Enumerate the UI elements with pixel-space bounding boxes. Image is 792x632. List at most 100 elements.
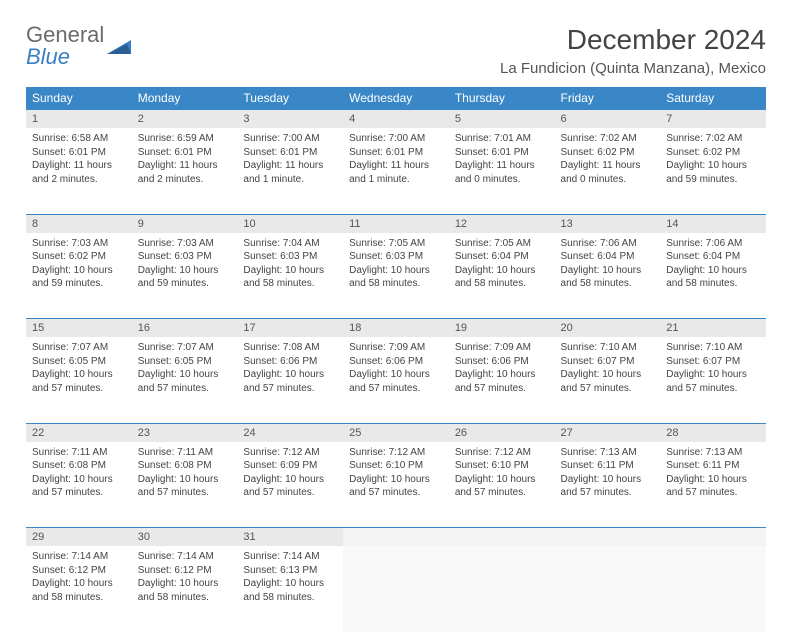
daylight-text: Daylight: 10 hours and 57 minutes. [349,368,443,395]
sunset-text: Sunset: 6:01 PM [32,146,126,160]
sunrise-text: Sunrise: 7:12 AM [349,446,443,460]
day-number-cell: 19 [449,319,555,338]
day-number-cell: 27 [555,423,661,442]
day-content-cell: Sunrise: 7:01 AMSunset: 6:01 PMDaylight:… [449,128,555,214]
day-number-cell: 29 [26,528,132,547]
day-content-cell: Sunrise: 7:09 AMSunset: 6:06 PMDaylight:… [343,337,449,423]
sunset-text: Sunset: 6:04 PM [666,250,760,264]
day-number-cell: 23 [132,423,238,442]
day-content-cell: Sunrise: 7:14 AMSunset: 6:12 PMDaylight:… [26,546,132,632]
day-content-cell: Sunrise: 7:09 AMSunset: 6:06 PMDaylight:… [449,337,555,423]
sunset-text: Sunset: 6:01 PM [349,146,443,160]
day-content-cell: Sunrise: 7:06 AMSunset: 6:04 PMDaylight:… [555,233,661,319]
sunset-text: Sunset: 6:02 PM [666,146,760,160]
weekday-header: Wednesday [343,87,449,110]
sunrise-text: Sunrise: 7:04 AM [243,237,337,251]
sunset-text: Sunset: 6:01 PM [455,146,549,160]
sunset-text: Sunset: 6:03 PM [349,250,443,264]
daylight-text: Daylight: 10 hours and 58 minutes. [666,264,760,291]
sunrise-text: Sunrise: 7:12 AM [455,446,549,460]
daylight-text: Daylight: 11 hours and 2 minutes. [32,159,126,186]
sunset-text: Sunset: 6:04 PM [561,250,655,264]
daynum-row: 22232425262728 [26,423,766,442]
day-number-cell: 3 [237,110,343,129]
header: General Blue December 2024 La Fundicion … [26,24,766,77]
day-content-cell: Sunrise: 7:05 AMSunset: 6:03 PMDaylight:… [343,233,449,319]
daylight-text: Daylight: 10 hours and 57 minutes. [138,473,232,500]
sunrise-text: Sunrise: 7:06 AM [666,237,760,251]
sunset-text: Sunset: 6:04 PM [455,250,549,264]
day-content-cell [449,546,555,632]
day-content-cell: Sunrise: 7:07 AMSunset: 6:05 PMDaylight:… [132,337,238,423]
daylight-text: Daylight: 11 hours and 2 minutes. [138,159,232,186]
sunset-text: Sunset: 6:05 PM [138,355,232,369]
day-number-cell: 9 [132,214,238,233]
daylight-text: Daylight: 10 hours and 57 minutes. [32,368,126,395]
day-number-cell [343,528,449,547]
calendar-table: SundayMondayTuesdayWednesdayThursdayFrid… [26,87,766,632]
sunrise-text: Sunrise: 7:00 AM [349,132,443,146]
day-content-cell [555,546,661,632]
daynum-row: 293031 [26,528,766,547]
daylight-text: Daylight: 10 hours and 57 minutes. [243,368,337,395]
day-content-cell: Sunrise: 7:13 AMSunset: 6:11 PMDaylight:… [555,442,661,528]
day-content-cell: Sunrise: 7:12 AMSunset: 6:10 PMDaylight:… [343,442,449,528]
content-row: Sunrise: 6:58 AMSunset: 6:01 PMDaylight:… [26,128,766,214]
day-content-cell: Sunrise: 7:10 AMSunset: 6:07 PMDaylight:… [660,337,766,423]
day-content-cell: Sunrise: 7:14 AMSunset: 6:13 PMDaylight:… [237,546,343,632]
month-title: December 2024 [500,24,766,56]
weekday-header: Friday [555,87,661,110]
daynum-row: 15161718192021 [26,319,766,338]
daylight-text: Daylight: 10 hours and 57 minutes. [455,368,549,395]
day-number-cell: 10 [237,214,343,233]
weekday-header: Monday [132,87,238,110]
day-number-cell: 2 [132,110,238,129]
sunset-text: Sunset: 6:12 PM [138,564,232,578]
daylight-text: Daylight: 10 hours and 57 minutes. [243,473,337,500]
day-content-cell: Sunrise: 6:59 AMSunset: 6:01 PMDaylight:… [132,128,238,214]
day-number-cell: 11 [343,214,449,233]
daylight-text: Daylight: 11 hours and 0 minutes. [561,159,655,186]
day-content-cell: Sunrise: 7:02 AMSunset: 6:02 PMDaylight:… [555,128,661,214]
day-number-cell: 31 [237,528,343,547]
daylight-text: Daylight: 10 hours and 57 minutes. [455,473,549,500]
day-content-cell: Sunrise: 7:06 AMSunset: 6:04 PMDaylight:… [660,233,766,319]
day-content-cell: Sunrise: 7:12 AMSunset: 6:10 PMDaylight:… [449,442,555,528]
sunset-text: Sunset: 6:08 PM [32,459,126,473]
sunset-text: Sunset: 6:06 PM [243,355,337,369]
sunset-text: Sunset: 6:01 PM [243,146,337,160]
logo-triangle-icon [107,38,133,56]
daylight-text: Daylight: 11 hours and 0 minutes. [455,159,549,186]
daylight-text: Daylight: 10 hours and 57 minutes. [666,473,760,500]
weekday-header: Thursday [449,87,555,110]
day-number-cell: 25 [343,423,449,442]
daylight-text: Daylight: 10 hours and 57 minutes. [32,473,126,500]
sunrise-text: Sunrise: 7:07 AM [32,341,126,355]
sunset-text: Sunset: 6:02 PM [32,250,126,264]
sunrise-text: Sunrise: 7:10 AM [666,341,760,355]
day-number-cell: 7 [660,110,766,129]
daylight-text: Daylight: 10 hours and 58 minutes. [349,264,443,291]
sunrise-text: Sunrise: 7:09 AM [349,341,443,355]
daylight-text: Daylight: 10 hours and 57 minutes. [561,368,655,395]
day-number-cell: 26 [449,423,555,442]
location: La Fundicion (Quinta Manzana), Mexico [500,60,766,77]
sunset-text: Sunset: 6:09 PM [243,459,337,473]
day-content-cell [343,546,449,632]
day-content-cell: Sunrise: 7:11 AMSunset: 6:08 PMDaylight:… [132,442,238,528]
daylight-text: Daylight: 11 hours and 1 minute. [349,159,443,186]
day-content-cell: Sunrise: 7:13 AMSunset: 6:11 PMDaylight:… [660,442,766,528]
day-number-cell [555,528,661,547]
sunrise-text: Sunrise: 7:14 AM [243,550,337,564]
day-content-cell: Sunrise: 7:11 AMSunset: 6:08 PMDaylight:… [26,442,132,528]
day-number-cell: 8 [26,214,132,233]
sunrise-text: Sunrise: 7:05 AM [349,237,443,251]
sunrise-text: Sunrise: 7:01 AM [455,132,549,146]
sunrise-text: Sunrise: 7:06 AM [561,237,655,251]
day-content-cell: Sunrise: 7:02 AMSunset: 6:02 PMDaylight:… [660,128,766,214]
day-number-cell: 14 [660,214,766,233]
content-row: Sunrise: 7:14 AMSunset: 6:12 PMDaylight:… [26,546,766,632]
daylight-text: Daylight: 10 hours and 57 minutes. [666,368,760,395]
day-content-cell: Sunrise: 7:14 AMSunset: 6:12 PMDaylight:… [132,546,238,632]
day-number-cell: 17 [237,319,343,338]
